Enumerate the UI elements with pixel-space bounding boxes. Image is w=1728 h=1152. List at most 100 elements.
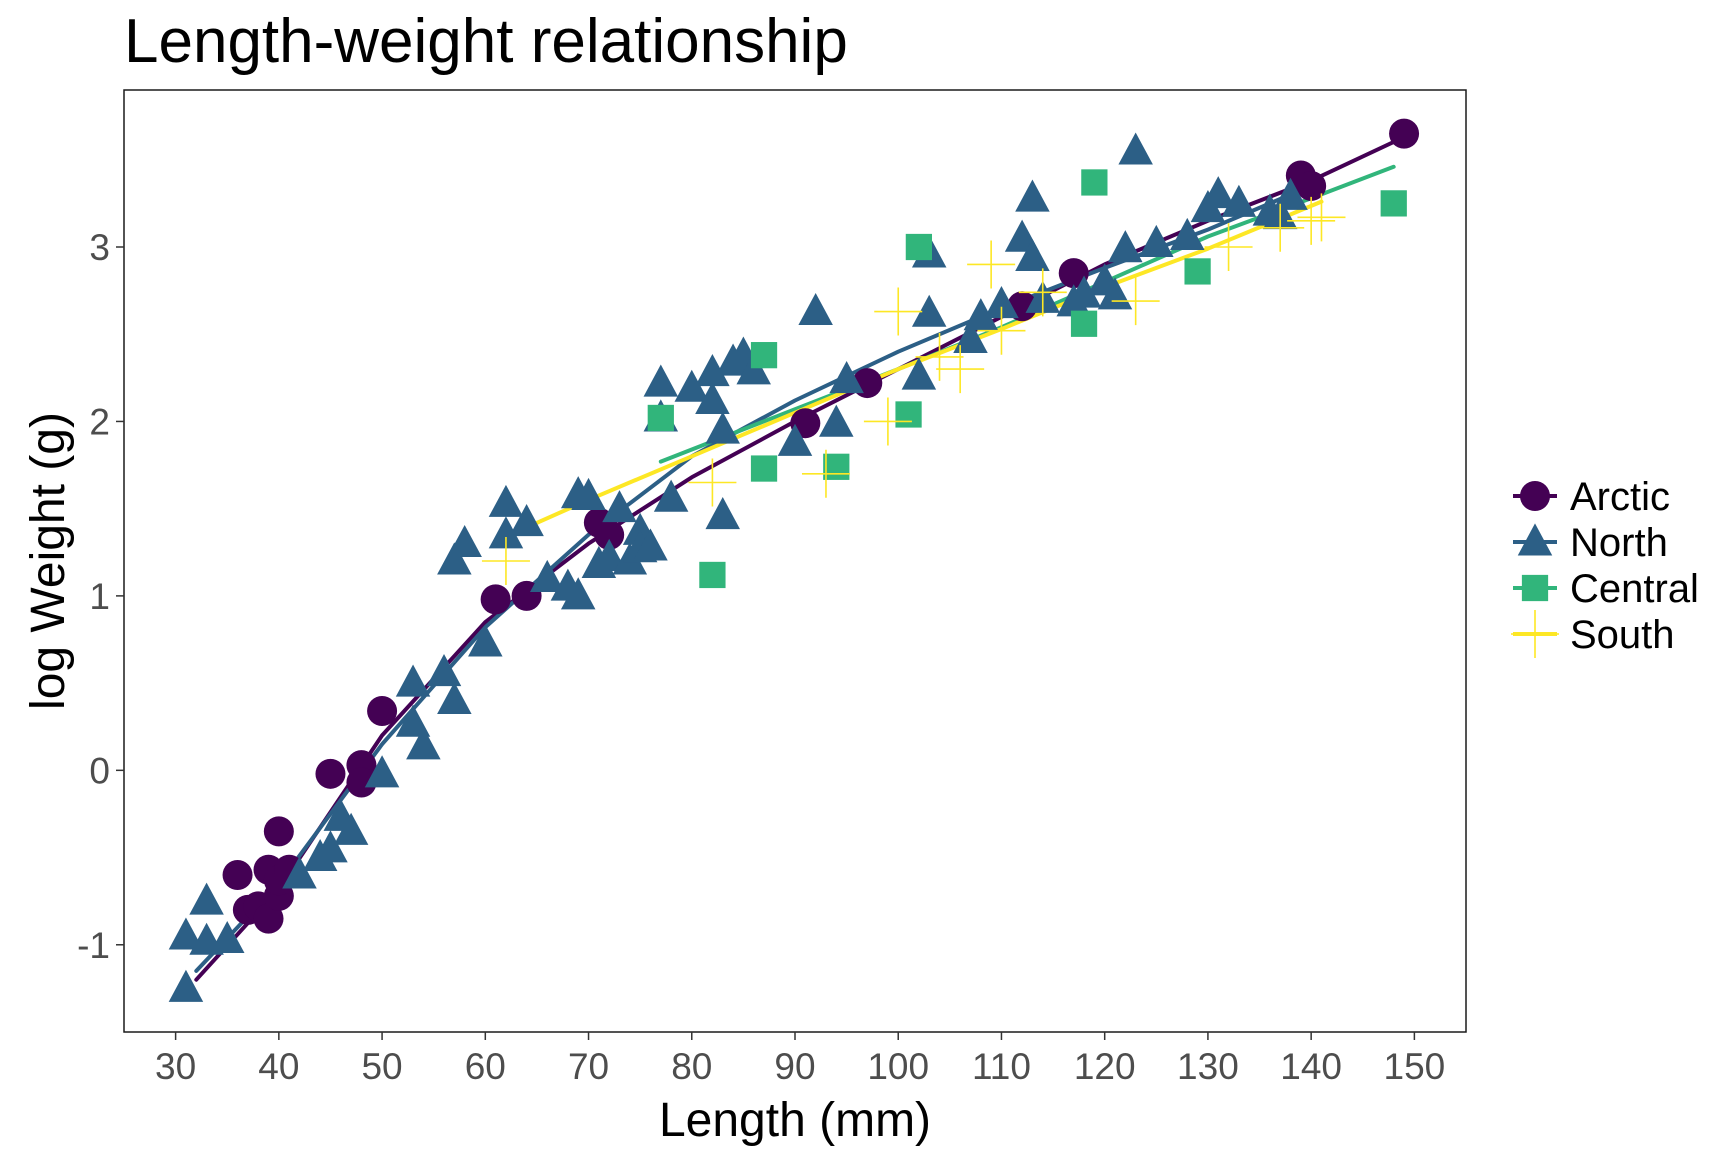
data-point [750, 455, 778, 482]
data-point [1015, 238, 1050, 271]
data-point [829, 360, 864, 394]
y-tick-label: 0 [89, 750, 110, 791]
data-point [395, 664, 431, 697]
data-point [602, 490, 637, 523]
data-point [1070, 310, 1098, 337]
data-point [674, 369, 710, 402]
data-point [1184, 258, 1211, 285]
data-point [895, 401, 922, 428]
data-point [777, 423, 813, 456]
x-tick-label: 40 [258, 1046, 299, 1087]
data-point [1389, 118, 1420, 149]
data-point [695, 381, 730, 415]
legend-label: Central [1570, 567, 1699, 611]
data-point [168, 917, 204, 950]
y-tick-label: 3 [89, 227, 110, 268]
data-point [1170, 217, 1205, 251]
x-axis-title: Length (mm) [659, 1094, 931, 1147]
series-south [481, 193, 1346, 585]
data-point [594, 519, 625, 550]
data-point [705, 411, 740, 444]
data-point [364, 755, 400, 788]
data-point [1221, 184, 1257, 217]
data-point [447, 524, 482, 558]
data-point [911, 294, 947, 327]
legend-key [1521, 574, 1549, 602]
x-tick-label: 100 [867, 1046, 929, 1087]
data-point [823, 453, 850, 480]
legend-item-south: South [1511, 610, 1675, 658]
data-point [480, 584, 511, 615]
data-point [977, 306, 1026, 355]
legend-label: North [1570, 521, 1668, 565]
data-point [901, 357, 937, 390]
data-point [395, 704, 431, 737]
data-point [653, 479, 689, 512]
data-point [736, 352, 771, 385]
x-tick-label: 70 [568, 1046, 609, 1087]
x-tick-label: 140 [1280, 1046, 1342, 1087]
data-point [953, 320, 988, 353]
data-point [509, 504, 544, 537]
data-point [1066, 275, 1102, 308]
data-point [488, 516, 524, 549]
data-point [488, 484, 524, 517]
x-tick-label: 30 [155, 1046, 196, 1087]
data-point [189, 882, 224, 915]
data-point [282, 856, 317, 889]
data-point [1380, 190, 1407, 217]
data-point [1015, 179, 1050, 212]
data-point [529, 559, 565, 592]
x-tick-label: 60 [465, 1046, 506, 1087]
legend-item-arctic: Arctic [1513, 475, 1670, 519]
data-point [1108, 230, 1143, 263]
data-point [801, 449, 850, 498]
data-point [367, 696, 398, 727]
x-tick-label: 130 [1177, 1046, 1239, 1087]
data-point [313, 830, 348, 863]
legend-key [1511, 610, 1559, 658]
legend-label: South [1570, 613, 1675, 657]
data-point [481, 537, 530, 585]
series-arctic [222, 118, 1420, 934]
x-tick-label: 120 [1074, 1046, 1136, 1087]
data-point [591, 538, 627, 572]
data-point [905, 233, 933, 261]
data-point [1273, 177, 1308, 210]
data-point [967, 240, 1016, 289]
data-points [168, 118, 1420, 1002]
data-point [1296, 170, 1327, 201]
x-tick-label: 50 [361, 1046, 402, 1087]
data-point [915, 332, 964, 381]
y-tick-label: 2 [89, 401, 110, 442]
data-point [695, 354, 730, 387]
data-point [468, 624, 503, 657]
legend-item-central: Central [1513, 567, 1699, 611]
data-point [571, 477, 606, 510]
data-point [984, 285, 1019, 319]
data-point [647, 404, 674, 432]
data-point [1297, 193, 1346, 242]
data-point [1058, 258, 1089, 289]
data-point [705, 497, 740, 530]
data-point [168, 969, 204, 1002]
y-axis: -1 0 1 2 3 [77, 227, 124, 966]
legend-item-north: North [1513, 521, 1668, 565]
data-point [1204, 223, 1253, 271]
data-point [863, 397, 912, 446]
data-point [315, 758, 346, 789]
data-point [209, 920, 245, 954]
y-axis-title: log Weight (g) [22, 412, 75, 710]
data-point [263, 816, 294, 847]
legend-key [1520, 481, 1550, 511]
x-axis: 30 40 50 60 70 80 90 100 110 120 130 140 150 [155, 1032, 1445, 1087]
y-tick-label: -1 [77, 925, 110, 966]
data-point [426, 654, 462, 687]
data-point [798, 292, 833, 326]
chart-title: Length-weight relationship [124, 7, 848, 76]
trend-line-south [504, 199, 1324, 539]
x-tick-label: 90 [774, 1046, 815, 1087]
series-north [168, 132, 1308, 1002]
data-point [406, 727, 441, 760]
